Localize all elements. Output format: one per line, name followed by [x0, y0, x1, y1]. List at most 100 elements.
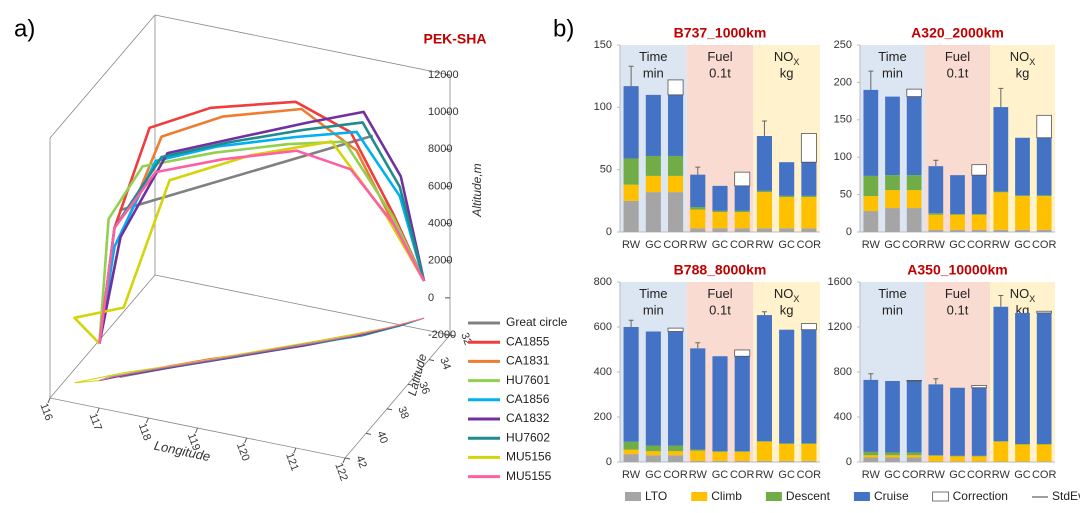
y-tick-label: 34	[437, 356, 452, 372]
y-tick	[386, 408, 393, 411]
bar-segment	[1015, 461, 1030, 462]
group-name: Fuel	[707, 286, 732, 301]
x-tick-label: COR	[730, 239, 755, 251]
x-tick-label: GC	[778, 469, 795, 481]
bar-segment	[756, 460, 772, 462]
bar-segment	[645, 155, 661, 176]
error-bar	[998, 295, 1004, 307]
y-tick-label: 50	[840, 189, 852, 201]
group-name: Fuel	[945, 49, 970, 64]
x-tick-label: COR	[797, 239, 822, 251]
bar-segment	[734, 356, 750, 452]
bar-segment	[1015, 444, 1030, 462]
bar-segment	[1036, 196, 1052, 230]
x-tick-label: GC	[949, 469, 966, 481]
bar-segment	[863, 89, 879, 176]
group-unit: 0.1t	[947, 65, 969, 80]
bar-segment	[690, 209, 706, 229]
x-tick-label: 117	[87, 412, 104, 433]
bar-segment	[690, 348, 706, 450]
bar-segment	[800, 133, 817, 163]
bar-segment	[971, 164, 987, 176]
z-tick-label: 10000	[428, 106, 459, 118]
bar-segment	[928, 213, 944, 215]
bar-segment	[734, 228, 750, 232]
bar-segment	[863, 211, 879, 232]
error-bar	[868, 70, 874, 90]
chart-title: A350_10000km	[907, 262, 1007, 278]
bar-segment	[906, 190, 922, 209]
bar-segment	[668, 455, 684, 462]
bar-segment	[950, 175, 965, 215]
x-tick-label: GC	[778, 239, 795, 251]
bar-segment	[950, 229, 965, 232]
legend-label: HU7601	[506, 373, 550, 387]
group-label: Time	[878, 49, 906, 64]
bar-segment	[950, 456, 965, 462]
y-tick-label: 200	[834, 76, 852, 88]
y-tick-label: 600	[594, 321, 612, 333]
bar-segment	[801, 460, 817, 462]
flight-track	[119, 134, 374, 212]
y-tick-label: 100	[834, 151, 852, 163]
bar-segment	[993, 306, 1009, 442]
x-tick	[145, 417, 149, 424]
group-name: Time	[878, 49, 906, 64]
bar-segment	[928, 229, 944, 232]
x-tick-label: RW	[927, 239, 946, 251]
x-tick	[96, 407, 100, 414]
group-label: Fuel	[707, 49, 732, 64]
group-unit: min	[643, 302, 664, 317]
bar-segment	[712, 451, 728, 461]
y-tick-label: 800	[594, 276, 612, 288]
x-tick-label: GC	[645, 239, 662, 251]
x-tick-label: COR	[967, 469, 992, 481]
y-tick-label: 250	[834, 39, 852, 51]
bar-segment	[971, 214, 987, 215]
z-tick-label: 6000	[428, 180, 452, 192]
y-tick-label: 150	[834, 114, 852, 126]
bar-segment	[623, 441, 639, 450]
y-tick-label: 42	[353, 454, 368, 470]
y-tick-label: 1600	[828, 276, 852, 288]
bar-segment	[885, 175, 900, 191]
bar-segment	[950, 455, 965, 457]
legend-swatch	[853, 492, 870, 501]
group-label: NOX	[774, 286, 800, 304]
bar-segment	[668, 445, 684, 452]
bar-segment	[645, 175, 661, 193]
x-tick-label: RW	[755, 469, 774, 481]
bar-segment	[928, 384, 944, 456]
x-tick-label: GC	[645, 469, 662, 481]
bar-segment	[1036, 444, 1052, 445]
bar-segment	[928, 166, 944, 214]
bar-segment	[756, 441, 772, 442]
y-tick-label: 0	[606, 226, 612, 238]
bar-segment	[863, 451, 879, 456]
bar-segment	[712, 451, 728, 452]
bar-segment	[906, 452, 922, 456]
group-label: Fuel	[945, 286, 970, 301]
y-tick-label: 40	[374, 430, 389, 446]
bar-segment	[993, 191, 1009, 193]
x-tick-label: 119	[185, 432, 202, 453]
bar-segment	[1036, 461, 1052, 462]
bar-segment	[645, 451, 661, 456]
bar-segment	[863, 379, 879, 452]
x-tick-label: COR	[967, 239, 992, 251]
group-name: NO	[774, 49, 794, 64]
x-tick-label: RW	[689, 239, 708, 251]
group-name: Time	[639, 49, 667, 64]
x-tick-label: RW	[862, 469, 881, 481]
x-tick-label: COR	[1032, 469, 1057, 481]
bar-segment	[756, 190, 772, 193]
group-unit: min	[882, 65, 903, 80]
group-label: NOX	[1010, 49, 1036, 67]
bar-segment	[971, 175, 987, 215]
bar-segment	[734, 212, 750, 229]
y-tick-label: 1200	[828, 321, 852, 333]
group-label: Time	[639, 49, 667, 64]
x-tick-label: GC	[1014, 239, 1031, 251]
panel-label: a)	[14, 15, 35, 42]
